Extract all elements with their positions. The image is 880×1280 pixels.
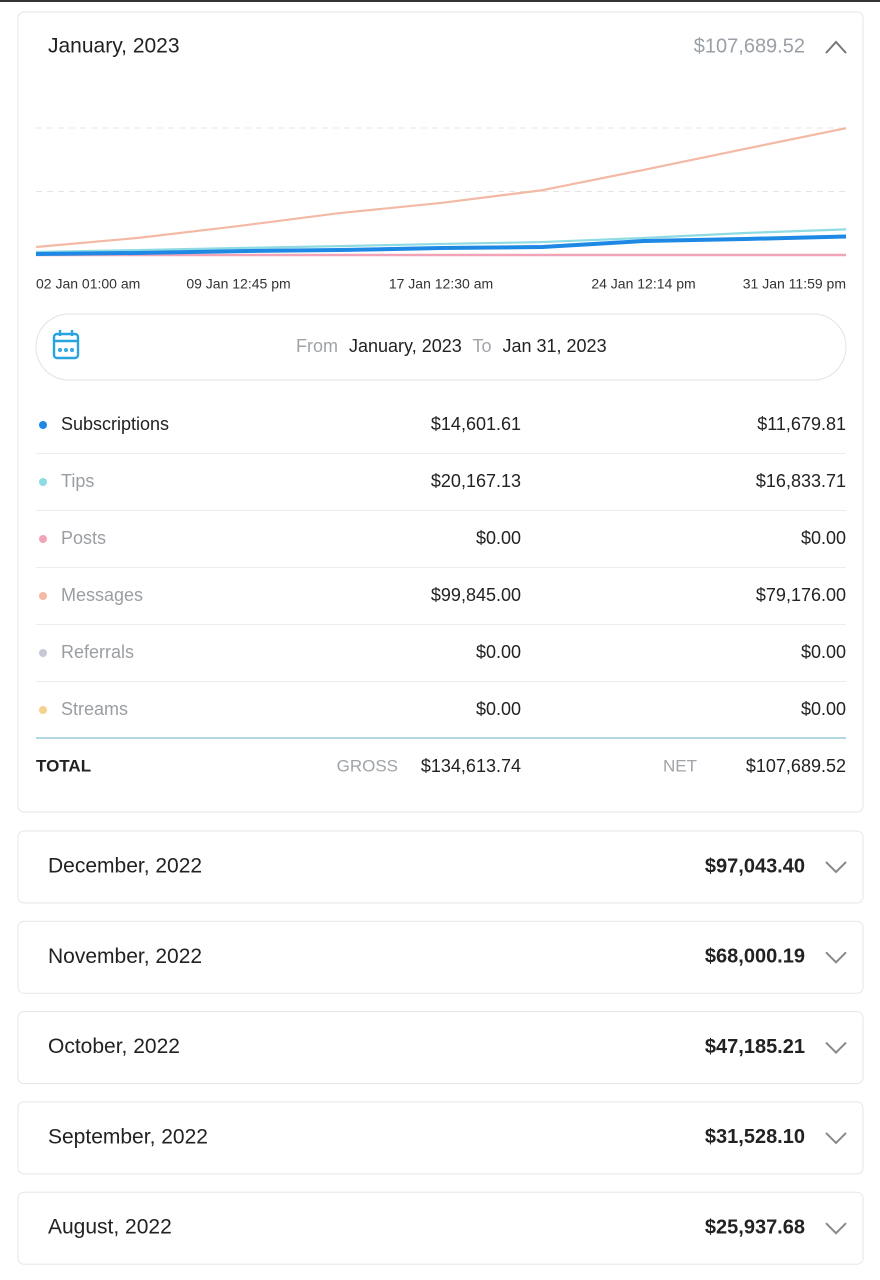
month-card[interactable] xyxy=(17,1101,864,1175)
row-net: $11,679.81 xyxy=(757,414,846,434)
row-gross: $0.00 xyxy=(476,528,521,548)
month-title[interactable]: January, 2023 xyxy=(48,35,180,58)
month-card[interactable] xyxy=(17,830,864,904)
collapse-chevron[interactable] xyxy=(825,40,847,54)
gross-total: $134,613.74 xyxy=(421,756,521,776)
row-net: $0.00 xyxy=(801,642,846,662)
row-name: Tips xyxy=(61,471,94,491)
row-net: $0.00 xyxy=(801,528,846,548)
row-name: Subscriptions xyxy=(61,414,169,434)
x-tick-label: 24 Jan 12:14 pm xyxy=(591,276,695,292)
month-list: December, 2022 $97,043.40 November, 2022 $6… xyxy=(17,830,864,1265)
expand-chevron[interactable] xyxy=(825,1222,847,1235)
row-net: $0.00 xyxy=(801,699,846,719)
chart: 02 Jan 01:00 am 09 Jan 12:45 pm 17 Jan 12:… xyxy=(35,127,847,292)
month-title[interactable]: December, 2022 xyxy=(48,855,202,878)
row-name: Posts xyxy=(61,528,106,548)
month-amount: $47,185.21 xyxy=(705,1036,805,1058)
row-name: Referrals xyxy=(61,642,134,662)
earnings-table: Subscriptions $14,601.61 $11,679.81 Tips $20… xyxy=(36,414,846,719)
month-amount: $25,937.68 xyxy=(705,1216,805,1238)
legend-dot xyxy=(39,649,47,657)
legend-dot xyxy=(39,478,47,486)
month-card xyxy=(17,11,864,813)
month-amount: $107,689.52 xyxy=(694,35,805,57)
row-name: Messages xyxy=(61,585,143,605)
calendar-icon[interactable] xyxy=(52,330,80,360)
to-date: Jan 31, 2023 xyxy=(502,336,606,356)
date-range-text: From January, 2023 To Jan 31, 2023 xyxy=(296,336,607,356)
expand-chevron[interactable] xyxy=(825,861,847,874)
net-label: NET xyxy=(663,756,697,775)
legend-dot xyxy=(39,592,47,600)
month-amount: $97,043.40 xyxy=(705,855,805,877)
x-tick-label: 17 Jan 12:30 am xyxy=(389,276,493,292)
series-line xyxy=(35,228,847,254)
x-tick-label: 31 Jan 11:59 pm xyxy=(743,276,846,292)
x-tick-label: 02 Jan 01:00 am xyxy=(36,276,140,292)
row-name: Streams xyxy=(61,699,128,719)
month-title[interactable]: August, 2022 xyxy=(48,1216,172,1239)
expand-chevron[interactable] xyxy=(825,1132,847,1145)
legend-dot xyxy=(39,421,47,429)
net-total: $107,689.52 xyxy=(746,756,846,776)
from-label: From xyxy=(296,336,338,356)
month-title[interactable]: November, 2022 xyxy=(48,945,202,968)
row-gross: $0.00 xyxy=(476,699,521,719)
month-card[interactable] xyxy=(17,920,864,994)
legend-dot xyxy=(39,706,47,714)
month-title[interactable]: October, 2022 xyxy=(48,1035,180,1058)
row-gross: $14,601.61 xyxy=(431,414,521,434)
month-amount: $31,528.10 xyxy=(705,1126,805,1148)
date-range[interactable] xyxy=(35,313,847,381)
series-line xyxy=(35,127,847,249)
row-net: $79,176.00 xyxy=(756,585,846,605)
from-date: January, 2023 xyxy=(349,336,462,356)
legend-dot xyxy=(39,535,47,543)
row-net: $16,833.71 xyxy=(756,471,846,491)
expand-chevron[interactable] xyxy=(825,1041,847,1055)
month-card[interactable] xyxy=(17,1011,864,1085)
gross-label: GROSS xyxy=(337,756,398,775)
month-card[interactable] xyxy=(17,1191,864,1265)
to-label: To xyxy=(472,336,491,356)
row-gross: $0.00 xyxy=(476,642,521,662)
row-gross: $20,167.13 xyxy=(431,471,521,491)
series-line xyxy=(35,234,847,256)
month-amount: $68,000.19 xyxy=(705,946,805,968)
row-gross: $99,845.00 xyxy=(431,585,521,605)
x-tick-label: 09 Jan 12:45 pm xyxy=(186,276,290,292)
total-label: TOTAL xyxy=(36,756,91,775)
expand-chevron[interactable] xyxy=(825,951,847,964)
month-title[interactable]: September, 2022 xyxy=(48,1125,208,1148)
